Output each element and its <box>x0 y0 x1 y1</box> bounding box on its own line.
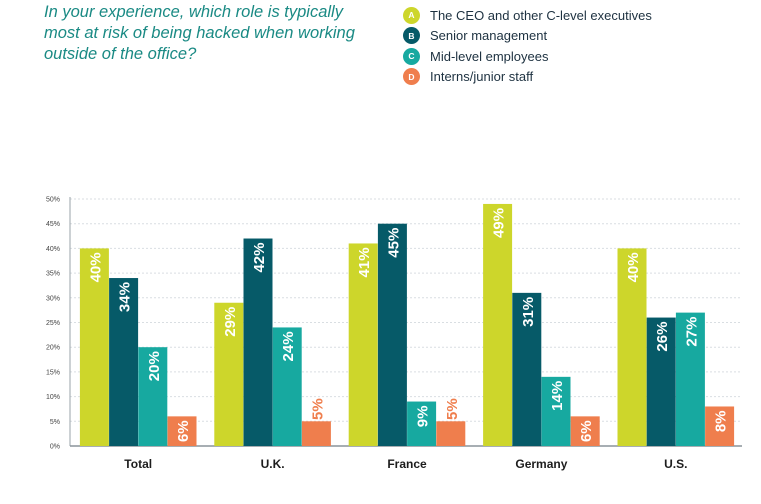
y-tick-label: 0% <box>50 444 60 451</box>
bar-value-label: 20% <box>146 351 163 381</box>
y-tick-label: 30% <box>46 295 60 302</box>
bar <box>301 421 331 446</box>
legend-item-b: B Senior management <box>403 26 652 47</box>
y-tick-label: 25% <box>46 320 60 327</box>
bar <box>541 376 571 446</box>
bar <box>167 416 197 446</box>
bar-value-label: 9% <box>415 406 432 428</box>
bar-value-label: 41% <box>356 247 373 277</box>
bar <box>243 238 273 446</box>
legend: A The CEO and other C-level executives B… <box>403 5 652 87</box>
bar <box>512 292 542 446</box>
bar <box>407 401 437 446</box>
bar-value-label: 29% <box>222 307 239 337</box>
y-tick-label: 45% <box>46 221 60 228</box>
y-tick-label: 10% <box>46 394 60 401</box>
bar <box>436 421 466 446</box>
x-category-label: U.S. <box>664 457 687 471</box>
bar <box>348 243 378 446</box>
bar-value-label: 26% <box>654 322 671 352</box>
bar <box>705 406 735 446</box>
bar-value-label: 24% <box>280 331 297 361</box>
legend-badge-d: D <box>403 68 420 86</box>
bar <box>214 302 244 446</box>
bar <box>675 312 705 446</box>
legend-item-a: A The CEO and other C-level executives <box>403 5 652 26</box>
bar-value-label: 6% <box>578 420 595 442</box>
bar <box>570 416 600 446</box>
bar <box>483 203 513 446</box>
legend-item-d: D Interns/junior staff <box>403 67 652 88</box>
y-tick-label: 50% <box>46 197 60 204</box>
bar-value-label: 27% <box>683 317 700 347</box>
bar-value-label: 34% <box>117 282 134 312</box>
y-tick-label: 40% <box>46 246 60 253</box>
legend-badge-b: B <box>403 27 420 45</box>
bar-value-label: 31% <box>520 297 537 327</box>
legend-label-b: Senior management <box>430 28 548 44</box>
y-tick-label: 20% <box>46 345 60 352</box>
bar-value-label: 8% <box>713 410 730 432</box>
bar <box>79 248 109 446</box>
bar <box>646 317 676 446</box>
x-category-label: U.K. <box>261 457 285 471</box>
y-tick-label: 5% <box>50 419 60 426</box>
bar-value-label: 40% <box>87 252 104 282</box>
chart-question: In your experience, which role is typica… <box>44 3 355 63</box>
bar <box>272 327 302 446</box>
bar <box>109 278 139 446</box>
legend-label-c: Mid-level employees <box>430 48 549 64</box>
bar-value-label: 14% <box>549 381 566 411</box>
x-category-label: Germany <box>515 457 567 471</box>
legend-badge-c: C <box>403 47 420 65</box>
legend-item-c: C Mid-level employees <box>403 46 652 67</box>
bar-value-label: 40% <box>625 252 642 282</box>
legend-label-d: Interns/junior staff <box>430 69 534 85</box>
bar <box>138 347 168 446</box>
x-category-label: Total <box>124 457 152 471</box>
bar-value-label: 6% <box>175 420 192 442</box>
bar-value-label: 42% <box>251 243 268 273</box>
bar-value-label: 5% <box>309 398 326 420</box>
bar-value-label: 49% <box>491 208 508 238</box>
bar-value-label: 5% <box>444 398 461 420</box>
x-category-label: France <box>387 457 427 471</box>
legend-badge-a: A <box>403 6 420 24</box>
bar-value-label: 45% <box>385 228 402 258</box>
legend-label-a: The CEO and other C-level executives <box>430 7 652 23</box>
y-tick-label: 15% <box>46 369 60 376</box>
bar <box>377 223 407 446</box>
y-tick-label: 35% <box>46 271 60 278</box>
bar <box>617 248 647 446</box>
